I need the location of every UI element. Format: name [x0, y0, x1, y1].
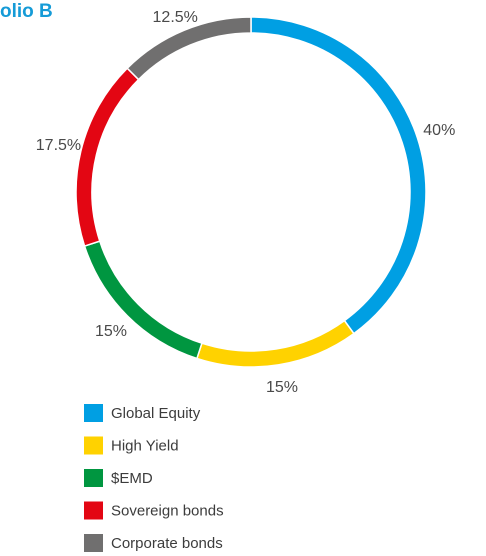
data-label: 12.5% [153, 9, 198, 26]
legend-swatch [84, 404, 103, 422]
donut-segment [75, 67, 140, 248]
legend-label: Sovereign bonds [111, 502, 224, 519]
data-label: 15% [95, 323, 127, 340]
legend-label: $EMD [111, 470, 153, 487]
legend-swatch [84, 436, 103, 455]
legend-swatch [84, 501, 103, 520]
data-label: 15% [266, 379, 298, 396]
donut-segment [83, 240, 203, 360]
data-label: 40% [423, 122, 455, 139]
legend-label: High Yield [111, 437, 179, 454]
donut-segment [126, 16, 252, 81]
donut-segment [250, 16, 427, 335]
data-label: 17.5% [36, 137, 81, 154]
legend-label: Global Equity [111, 405, 201, 422]
legend-swatch [84, 534, 103, 552]
legend-label: Corporate bonds [111, 535, 223, 552]
chart-title: olio B [0, 1, 53, 22]
donut-segment [195, 319, 355, 368]
legend-swatch [84, 469, 103, 487]
